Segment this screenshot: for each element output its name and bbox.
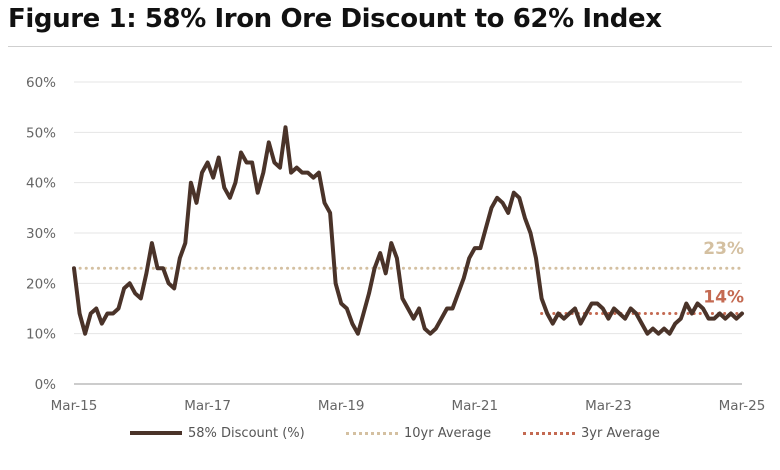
legend-item-10yr-average: 10yr Average [346, 423, 491, 443]
annotation-10yr-average: 23% [703, 239, 744, 259]
series-58pct-discount-line [72, 125, 744, 336]
legend-swatch-discount [130, 431, 182, 435]
x-tick-label: Mar-21 [451, 398, 498, 414]
x-tick-label: Mar-23 [585, 398, 632, 414]
y-tick-label: 0% [35, 377, 57, 393]
y-tick-label: 10% [26, 327, 56, 343]
y-tick-label: 20% [26, 276, 56, 292]
x-tick-label: Mar-25 [719, 398, 766, 414]
legend-label-discount: 58% Discount (%) [188, 425, 305, 441]
annotation-3yr-average: 14% [703, 288, 744, 308]
title-divider [8, 46, 772, 47]
x-tick-label: Mar-19 [318, 398, 365, 414]
legend-label-3yr-average: 3yr Average [581, 425, 660, 441]
chart-title: Figure 1: 58% Iron Ore Discount to 62% I… [8, 4, 662, 34]
legend: 58% Discount (%) 10yr Average 3yr Averag… [0, 423, 780, 443]
legend-label-10yr-average: 10yr Average [404, 425, 492, 441]
x-tick-label: Mar-15 [51, 398, 98, 414]
y-tick-label: 30% [26, 226, 56, 242]
x-tick-label: Mar-17 [184, 398, 231, 414]
y-tick-label: 60% [26, 75, 56, 91]
chart-canvas: 0% 10% 20% 30% 40% 50% 60% Mar-15 Mar-17 Mar-19 Ma… [26, 75, 766, 414]
legend-swatch-10yr-average [346, 431, 398, 435]
legend-item-discount: 58% Discount (%) [130, 423, 305, 443]
y-tick-label: 50% [26, 125, 56, 141]
legend-item-3yr-average: 3yr Average [523, 423, 660, 443]
y-tick-label: 40% [26, 176, 56, 192]
legend-swatch-3yr-average [523, 431, 575, 435]
